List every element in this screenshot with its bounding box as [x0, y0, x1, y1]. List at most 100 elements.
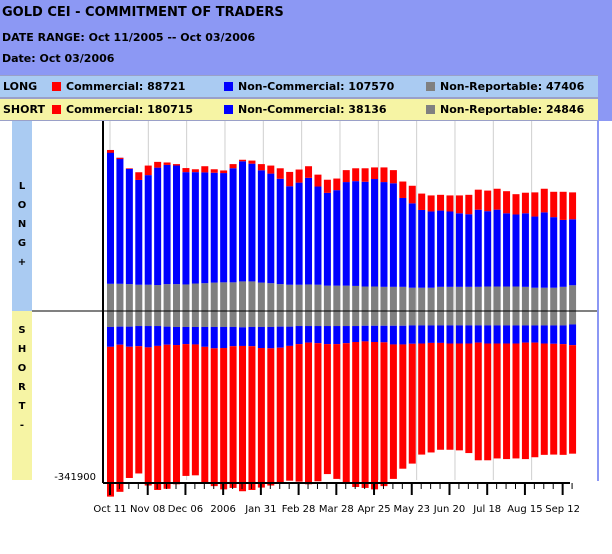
long-noncommercial-bar	[229, 168, 237, 283]
side-letter: H	[17, 344, 27, 355]
short-nonreportable-bar	[371, 311, 379, 326]
short-commercial-bar	[154, 345, 162, 490]
short-noncommercial-bar	[286, 326, 294, 346]
short-commercial-bar	[465, 343, 473, 454]
short-nonreportable-bar	[248, 311, 256, 327]
side-letter: L	[18, 181, 26, 192]
long-nonreportable-bar	[135, 284, 143, 311]
short-commercial-bar	[116, 344, 124, 492]
legend-short-noncommercial: Non-Commercial: 38136	[224, 103, 387, 116]
short-nonreportable-bar	[550, 311, 558, 326]
long-commercial-bar	[173, 164, 181, 166]
long-nonreportable-bar	[540, 287, 548, 311]
legend-long-commercial-label: Commercial: 88721	[66, 80, 186, 93]
long-nonreportable-bar	[257, 282, 265, 311]
short-nonreportable-bar	[569, 311, 577, 325]
short-noncommercial-bar	[531, 325, 539, 343]
side-letter: O	[17, 200, 27, 211]
long-noncommercial-bar	[380, 182, 388, 287]
long-nonreportable-bar	[446, 286, 454, 311]
short-noncommercial-bar	[333, 326, 341, 345]
long-noncommercial-bar	[257, 170, 265, 283]
short-noncommercial-bar	[540, 325, 548, 344]
short-commercial-bar	[371, 341, 379, 490]
short-commercial-bar	[163, 344, 171, 489]
legend-short-nonreportable-label: Non-Reportable: 24846	[440, 103, 585, 116]
short-nonreportable-bar	[521, 311, 529, 326]
side-letter: -	[19, 420, 25, 431]
short-noncommercial-bar	[248, 326, 256, 347]
long-noncommercial-bar	[276, 178, 284, 285]
short-nonreportable-bar	[474, 311, 482, 326]
short-commercial-bar	[380, 342, 388, 487]
long-nonreportable-bar	[116, 283, 124, 311]
long-commercial-bar	[352, 168, 360, 182]
legend-long-noncommercial: Non-Commercial: 107570	[224, 80, 394, 93]
long-commercial-bar	[333, 178, 341, 191]
noncommercial-swatch	[224, 105, 233, 114]
long-commercial-bar	[257, 164, 265, 171]
long-commercial-bar	[239, 159, 247, 162]
long-commercial-bar	[474, 189, 482, 210]
long-noncommercial-bar	[144, 175, 152, 285]
long-noncommercial-bar	[314, 186, 322, 285]
x-tick-label: Sep 12	[545, 504, 580, 515]
long-noncommercial-bar	[389, 183, 397, 287]
short-commercial-bar	[540, 343, 548, 455]
long-nonreportable-bar	[125, 284, 133, 311]
long-noncommercial-bar	[239, 161, 247, 282]
long-noncommercial-bar	[116, 157, 124, 284]
x-tick-label: May 23	[393, 504, 430, 515]
long-noncommercial-bar	[540, 212, 548, 288]
side-letter: O	[17, 363, 27, 374]
x-tick-label: Jul 18	[472, 504, 501, 515]
long-noncommercial-bar	[295, 182, 303, 285]
long-noncommercial-bar	[408, 203, 416, 288]
long-nonreportable-bar	[512, 286, 520, 311]
long-nonreportable-bar	[239, 281, 247, 311]
long-noncommercial-bar	[550, 217, 558, 288]
short-noncommercial-bar	[418, 325, 426, 344]
long-commercial-bar	[191, 169, 199, 173]
short-noncommercial-bar	[437, 325, 445, 343]
short-nonreportable-bar	[135, 311, 143, 327]
page-title: GOLD CEI - COMMITMENT OF TRADERS	[2, 5, 284, 20]
long-noncommercial-bar	[484, 211, 492, 287]
short-noncommercial-bar	[267, 326, 275, 349]
short-nonreportable-bar	[342, 311, 350, 327]
commercial-swatch	[52, 105, 61, 114]
short-noncommercial-bar	[276, 326, 284, 348]
short-noncommercial-bar	[550, 325, 558, 344]
short-commercial-bar	[503, 343, 511, 460]
long-nonreportable-bar	[399, 286, 407, 311]
long-noncommercial-bar	[437, 210, 445, 287]
short-commercial-bar	[125, 346, 133, 478]
long-commercial-bar	[248, 160, 256, 164]
long-nonreportable-bar	[437, 286, 445, 311]
cot-chart: -341900 Oct 11 Nov 08 Dec 06 2006 Jan 31 Feb …	[32, 121, 599, 515]
long-noncommercial-bar	[503, 213, 511, 287]
long-commercial-bar	[163, 162, 171, 165]
long-noncommercial-bar	[305, 177, 313, 285]
short-commercial-bar	[521, 342, 529, 460]
long-nonreportable-bar	[286, 284, 294, 311]
short-nonreportable-bar	[455, 311, 463, 326]
short-commercial-bar	[418, 343, 426, 455]
long-nonreportable-bar	[163, 284, 171, 311]
nonreportable-swatch	[426, 82, 435, 91]
long-commercial-bar	[135, 172, 143, 180]
long-noncommercial-bar	[248, 163, 256, 282]
long-noncommercial-bar	[559, 219, 567, 287]
long-nonreportable-bar	[305, 284, 313, 311]
short-nonreportable-bar	[125, 311, 133, 327]
short-nonreportable-bar	[267, 311, 275, 327]
long-nonreportable-bar	[474, 286, 482, 311]
short-nonreportable-bar	[408, 311, 416, 326]
short-commercial-bar	[569, 345, 577, 454]
short-nonreportable-bar	[559, 311, 567, 326]
long-commercial-bar	[418, 193, 426, 210]
long-nonreportable-bar	[427, 287, 435, 311]
short-noncommercial-bar	[229, 326, 237, 347]
short-noncommercial-bar	[380, 325, 388, 343]
long-nonreportable-bar	[455, 286, 463, 311]
